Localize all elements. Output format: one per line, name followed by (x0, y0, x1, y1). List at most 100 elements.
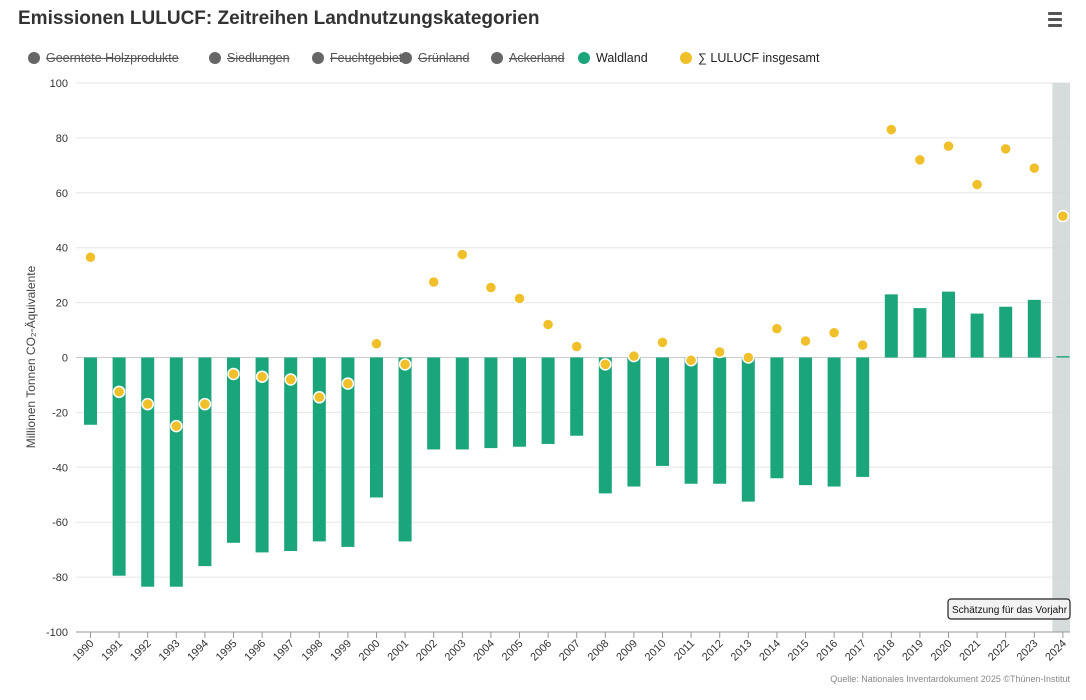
y-tick-label: 60 (56, 188, 68, 200)
x-tick-label: 1998 (300, 638, 326, 664)
waldland-bar[interactable] (1027, 299, 1041, 358)
lulucf-total-point[interactable] (599, 358, 612, 371)
legend-dot-icon (312, 52, 324, 64)
lulucf-total-point[interactable] (827, 326, 841, 340)
lulucf-total-point[interactable] (1056, 209, 1070, 223)
lulucf-total-point[interactable] (370, 337, 383, 351)
legend-item-gruenland[interactable]: Grünland (400, 51, 469, 65)
waldland-bar[interactable] (398, 357, 412, 542)
x-tick-label: 2004 (471, 638, 497, 664)
waldland-bar[interactable] (484, 357, 498, 449)
lulucf-total-point[interactable] (541, 318, 555, 331)
lulucf-total-point[interactable] (770, 322, 784, 335)
legend-item-lulucf-insgesamt[interactable]: ∑ LULUCF insgesamt (680, 51, 819, 65)
waldland-bar[interactable] (370, 357, 383, 498)
lulucf-total-point[interactable] (627, 349, 641, 363)
lulucf-total-point[interactable] (942, 139, 955, 153)
legend-dot-icon (491, 52, 503, 64)
waldland-bar[interactable] (427, 357, 441, 450)
waldland-bar[interactable] (856, 357, 870, 477)
legend-label: Waldland (596, 51, 648, 65)
waldland-bar[interactable] (112, 357, 126, 576)
waldland-bar[interactable] (284, 357, 298, 552)
waldland-bar[interactable] (970, 313, 984, 358)
lulucf-total-point[interactable] (999, 142, 1012, 156)
lulucf-total-point[interactable] (456, 248, 469, 261)
lulucf-total-point[interactable] (398, 358, 412, 371)
lulucf-total-point[interactable] (970, 178, 984, 191)
hamburger-menu-icon[interactable] (1046, 12, 1068, 30)
lulucf-total-point[interactable] (341, 377, 355, 390)
legend-item-geerntete-holzprodukte[interactable]: Geerntete Holzprodukte (28, 51, 179, 65)
lulucf-total-point[interactable] (913, 153, 927, 167)
lulucf-total-point[interactable] (713, 345, 726, 359)
waldland-bar[interactable] (227, 357, 240, 543)
tooltip-box (947, 598, 1071, 620)
lulucf-total-point[interactable] (255, 370, 269, 383)
lulucf-total-point[interactable] (656, 336, 669, 349)
legend-item-feuchtgebiet[interactable]: Feuchtgebiet (312, 51, 402, 65)
y-tick-label: 20 (56, 298, 68, 310)
lulucf-total-point[interactable] (799, 334, 812, 348)
waldland-bar[interactable] (999, 306, 1013, 358)
waldland-bar[interactable] (598, 357, 612, 494)
lulucf-total-point[interactable] (170, 419, 183, 433)
waldland-bar[interactable] (913, 308, 927, 358)
lulucf-total-point[interactable] (112, 385, 126, 399)
waldland-bar[interactable] (741, 357, 755, 502)
waldland-bar[interactable] (570, 357, 584, 436)
lulucf-total-point[interactable] (570, 340, 583, 353)
lulucf-total-point[interactable] (484, 281, 498, 294)
lulucf-total-point[interactable] (284, 373, 297, 386)
x-tick-label: 2007 (557, 638, 583, 664)
legend-item-waldland[interactable]: Waldland (578, 51, 648, 65)
waldland-bar[interactable] (541, 357, 555, 444)
lulucf-total-point[interactable] (513, 292, 526, 305)
lulucf-total-point[interactable] (313, 391, 326, 404)
y-tick-label: -100 (46, 627, 68, 639)
legend-label: Ackerland (509, 51, 565, 65)
waldland-bar[interactable] (656, 357, 669, 466)
x-tick-label: 2001 (385, 638, 411, 664)
x-tick-label: 2002 (414, 638, 440, 664)
legend-item-ackerland[interactable]: Ackerland (491, 51, 565, 65)
waldland-bar[interactable] (169, 357, 183, 587)
waldland-bar[interactable] (713, 357, 727, 484)
waldland-bar[interactable] (627, 357, 641, 487)
y-tick-label: 80 (56, 133, 68, 145)
waldland-bar[interactable] (312, 357, 326, 542)
x-axis: 1990 1991 1992 1993 1994 1995 1996 1997 1998 1999… (71, 631, 1070, 664)
waldland-bar[interactable] (827, 357, 841, 487)
x-tick-label: 2022 (986, 638, 1012, 664)
waldland-bar[interactable] (255, 357, 269, 553)
x-tick-label: 2018 (872, 638, 898, 664)
waldland-bar[interactable] (770, 357, 784, 479)
lulucf-total-point[interactable] (1028, 161, 1041, 175)
waldland-bar[interactable] (513, 357, 526, 447)
waldland-bar[interactable] (455, 357, 469, 450)
lulucf-total-point[interactable] (227, 367, 240, 381)
x-tick-label: 2011 (672, 638, 697, 663)
lulucf-total-point[interactable] (856, 338, 869, 352)
lulucf-total-point[interactable] (427, 275, 440, 289)
lulucf-total-point[interactable] (141, 397, 154, 411)
legend-item-siedlungen[interactable]: Siedlungen (209, 51, 290, 65)
lulucf-total-point[interactable] (198, 397, 212, 411)
waldland-bar[interactable] (942, 291, 955, 358)
waldland-bar[interactable] (84, 357, 97, 425)
waldland-bar[interactable] (799, 357, 812, 486)
waldland-bar[interactable] (141, 357, 155, 587)
waldland-bar[interactable] (1056, 356, 1070, 358)
waldland-bar[interactable] (884, 294, 898, 358)
x-tick-label: 1991 (99, 638, 125, 664)
lulucf-total-point[interactable] (742, 351, 755, 364)
waldland-bar[interactable] (198, 357, 212, 567)
waldland-bar[interactable] (341, 357, 355, 547)
waldland-bar[interactable] (684, 357, 698, 484)
y-tick-label: -20 (52, 407, 68, 419)
lulucf-total-point[interactable] (84, 251, 97, 264)
source-credit: Quelle: Nationales Inventardokument 2025… (830, 674, 1070, 684)
lulucf-total-point[interactable] (684, 353, 698, 367)
lulucf-total-point[interactable] (885, 123, 898, 136)
x-tick-label: 2019 (900, 638, 926, 664)
